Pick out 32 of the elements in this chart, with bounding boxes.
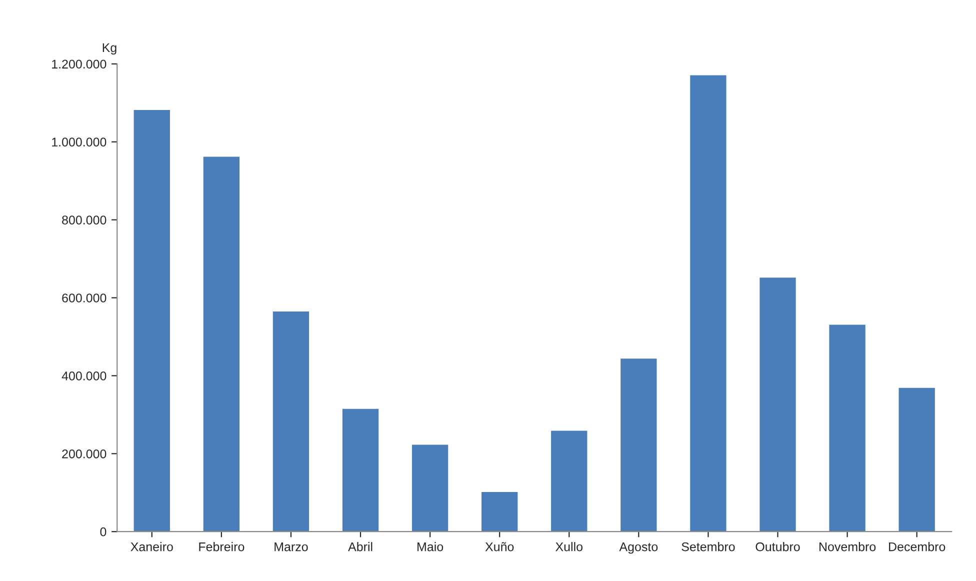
y-tick-label: 400.000 xyxy=(62,372,106,380)
y-tick-label: 1.200.000 xyxy=(52,60,106,69)
x-tick-label: Novembro xyxy=(819,542,876,552)
x-tick-label: Xuño xyxy=(485,542,514,552)
bar xyxy=(760,278,796,532)
x-tick-label: Outubro xyxy=(756,542,800,552)
y-tick-label: 200.000 xyxy=(62,449,106,458)
x-tick-label: Abril xyxy=(348,542,372,552)
y-tick-label: 800.000 xyxy=(62,216,106,224)
y-tick-label: 1.000.000 xyxy=(52,138,106,147)
x-tick-label: Agosto xyxy=(619,542,658,554)
bar xyxy=(203,156,240,532)
x-tick-label: Xullo xyxy=(556,542,583,552)
x-tick-label: Decembro xyxy=(889,542,946,552)
bar xyxy=(690,75,726,532)
bar xyxy=(482,492,518,532)
y-tick-label: 600.000 xyxy=(62,294,106,302)
x-tick-label: Maio xyxy=(418,542,444,552)
x-tick-label: Xaneiro xyxy=(130,542,173,552)
bar xyxy=(412,444,448,532)
bar xyxy=(551,430,588,532)
bar xyxy=(342,408,379,532)
bar xyxy=(272,311,310,532)
bar xyxy=(898,388,935,532)
bar xyxy=(620,358,657,532)
x-tick-label: Setembro xyxy=(682,542,735,552)
bar xyxy=(134,110,170,532)
y-axis-title: Kg xyxy=(102,43,116,55)
x-tick-label: Febreiro xyxy=(199,542,244,552)
bar xyxy=(829,324,866,532)
x-tick-label: Marzo xyxy=(274,542,308,552)
y-tick-label: 0 xyxy=(100,527,106,536)
